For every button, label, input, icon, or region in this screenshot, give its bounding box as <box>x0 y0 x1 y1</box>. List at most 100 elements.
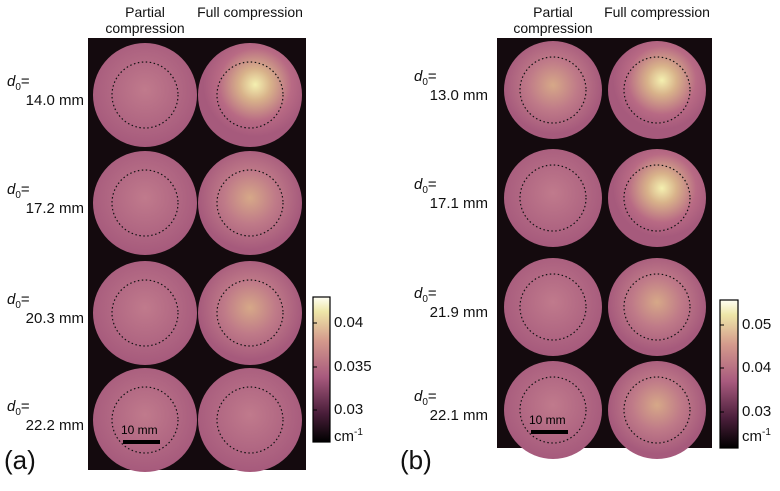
inclusion-outline <box>111 169 179 237</box>
row-label-text: 22.2 mm <box>25 417 84 434</box>
row-symbol: d0= <box>414 68 437 91</box>
row-label-text: 17.2 mm <box>25 200 84 217</box>
unit: cm <box>334 428 354 445</box>
symbol-subscript: 0 <box>15 407 21 418</box>
row-label-text: 21.9 mm <box>429 304 488 321</box>
inclusion-outline <box>519 56 587 124</box>
scale-bar-label: 10 mm <box>121 422 158 439</box>
reconstruction-image <box>93 151 197 255</box>
row-label: 22.2 mm <box>0 417 84 434</box>
symbol-subscript: 0 <box>422 397 428 408</box>
symbol-suffix: = <box>20 73 30 90</box>
symbol-suffix: = <box>427 68 437 85</box>
colorbar-tick-label: 0.04 <box>334 314 363 331</box>
column-header: Full compression <box>195 4 305 20</box>
reconstruction-image <box>198 368 302 472</box>
column-header: Partial compression <box>90 4 200 36</box>
panel-label-text: (a) <box>4 445 36 475</box>
panel-label-text: (b) <box>400 445 432 475</box>
colorbar-tick-label: 0.035 <box>334 358 372 375</box>
colorbar-unit: cm-1 <box>742 424 771 445</box>
panel-label: (b) <box>400 447 432 473</box>
row-label: 21.9 mm <box>0 304 488 321</box>
symbol-subscript: 0 <box>15 300 21 311</box>
colorbar-tick-text: 0.035 <box>334 358 372 375</box>
inclusion-outline <box>623 164 691 232</box>
symbol-suffix: = <box>427 388 437 405</box>
panel-label: (a) <box>4 447 36 473</box>
inclusion-outline <box>216 61 284 129</box>
row-label: 13.0 mm <box>0 87 488 104</box>
column-header: Partial compression <box>498 4 608 36</box>
row-label: 17.1 mm <box>0 195 488 212</box>
row-label: 22.1 mm <box>0 407 488 424</box>
unit: cm <box>742 428 762 445</box>
symbol-suffix: = <box>427 176 437 193</box>
row-symbol: d0= <box>7 73 30 96</box>
reconstruction-image <box>198 151 302 255</box>
colorbar <box>312 296 331 443</box>
symbol-suffix: = <box>20 398 30 415</box>
inclusion-outline <box>111 279 179 347</box>
symbol-subscript: 0 <box>422 77 428 88</box>
column-header-text: Partial compression <box>105 4 185 36</box>
row-label-text: 22.1 mm <box>429 407 488 424</box>
reconstruction-image <box>504 361 602 459</box>
inclusion-outline <box>216 169 284 237</box>
row-symbol: d0= <box>414 388 437 411</box>
row-symbol: d0= <box>7 291 30 314</box>
row-label-text: 17.1 mm <box>429 195 488 212</box>
reconstruction-image <box>504 149 602 247</box>
column-header-text: Partial compression <box>513 4 593 36</box>
inclusion-outline <box>519 164 587 232</box>
reconstruction-image <box>608 258 706 356</box>
symbol: d <box>414 68 423 85</box>
reconstruction-image <box>93 43 197 147</box>
inclusion-outline <box>111 61 179 129</box>
symbol-subscript: 0 <box>422 294 428 305</box>
row-label-text: 14.0 mm <box>25 92 84 109</box>
colorbar-tick-text: 0.04 <box>334 314 364 331</box>
symbol-suffix: = <box>20 181 30 198</box>
row-label: 14.0 mm <box>0 92 84 109</box>
scale-bar-text: 10 mm <box>529 413 566 427</box>
row-label-text: 13.0 mm <box>429 87 488 104</box>
reconstruction-image <box>608 41 706 139</box>
column-header-text: Full compression <box>197 4 303 20</box>
colorbar <box>719 299 739 449</box>
colorbar-tick-text: 0.03 <box>742 403 772 420</box>
colorbar-tick-label: 0.03 <box>742 403 771 420</box>
reconstruction-image <box>504 258 602 356</box>
symbol: d <box>414 388 423 405</box>
inclusion-outline <box>216 279 284 347</box>
symbol-suffix: = <box>427 285 437 302</box>
symbol: d <box>7 291 16 308</box>
reconstruction-image <box>198 261 302 365</box>
row-symbol: d0= <box>7 398 30 421</box>
colorbar-unit: cm-1 <box>334 424 363 445</box>
colorbar-tick-label: 0.04 <box>742 359 771 376</box>
row-label: 17.2 mm <box>0 200 84 217</box>
symbol-subscript: 0 <box>422 185 428 196</box>
colorbar-tick-text: 0.03 <box>334 401 364 418</box>
inclusion-outline <box>623 376 691 444</box>
unit-exponent: -1 <box>762 427 771 438</box>
reconstruction-image <box>504 41 602 139</box>
symbol-subscript: 0 <box>15 190 21 201</box>
colorbar-tick-text: 0.05 <box>742 316 772 333</box>
symbol: d <box>414 285 423 302</box>
row-label-text: 20.3 mm <box>25 310 84 327</box>
colorbar-tick-label: 0.03 <box>334 401 363 418</box>
reconstruction-image <box>608 361 706 459</box>
unit-exponent: -1 <box>354 427 363 438</box>
reconstruction-image <box>93 261 197 365</box>
inclusion-outline <box>623 56 691 124</box>
column-header: Full compression <box>602 4 712 20</box>
symbol-suffix: = <box>20 291 30 308</box>
symbol-subscript: 0 <box>15 82 21 93</box>
column-header-text: Full compression <box>604 4 710 20</box>
scale-bar-label: 10 mm <box>529 412 566 429</box>
scale-bar <box>123 440 160 444</box>
row-symbol: d0= <box>414 176 437 199</box>
